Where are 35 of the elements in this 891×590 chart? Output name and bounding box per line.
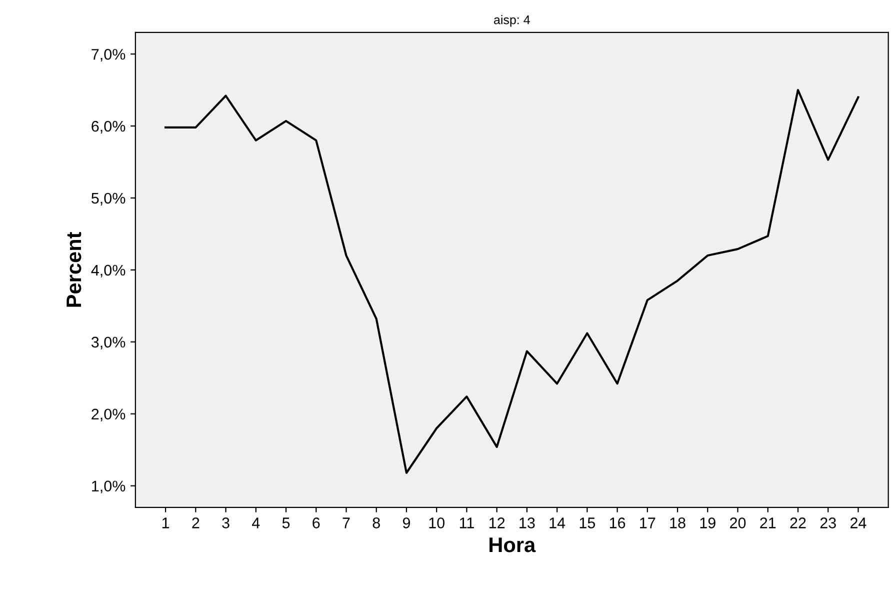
y-tick-label: 1,0% xyxy=(92,480,126,494)
x-tick-label: 10 xyxy=(429,518,444,528)
x-tick-label: 2 xyxy=(192,518,200,528)
x-tick-label: 22 xyxy=(790,518,806,528)
x-tick-label: 19 xyxy=(700,518,716,528)
x-tick-label: 13 xyxy=(520,518,535,528)
chart-title: aisp: 4 xyxy=(494,15,530,27)
y-tick-label: 2,0% xyxy=(92,408,126,422)
x-tick-label: 16 xyxy=(610,518,626,528)
y-tick-label: 4,0% xyxy=(91,264,126,278)
x-tick-label: 21 xyxy=(760,518,776,528)
x-tick-label: 5 xyxy=(282,518,290,528)
y-tick-label: 6,0% xyxy=(92,120,126,134)
y-tick-label: 7,0% xyxy=(92,48,126,62)
x-tick-label: 15 xyxy=(580,518,596,528)
x-tick-label: 20 xyxy=(730,518,746,528)
x-tick-label: 7 xyxy=(342,518,350,528)
x-tick-label: 6 xyxy=(312,518,320,528)
x-tick-label: 9 xyxy=(402,518,410,528)
x-tick-label: 23 xyxy=(820,518,836,528)
x-tick-label: 14 xyxy=(550,518,566,528)
x-tick-label: 17 xyxy=(640,518,656,528)
x-tick-label: 1 xyxy=(162,518,170,528)
y-tick-label: 3,0% xyxy=(91,336,126,350)
x-tick-label: 8 xyxy=(372,518,380,528)
y-tick-label: 5,0% xyxy=(92,192,126,206)
x-tick-label: 12 xyxy=(489,518,505,528)
y-axis-title: Percent xyxy=(66,232,82,307)
line-series xyxy=(164,88,860,474)
x-tick-label: 11 xyxy=(460,518,474,528)
x-axis-title: Hora xyxy=(490,538,536,552)
x-tick-label: 18 xyxy=(670,518,686,528)
x-tick-label: 4 xyxy=(252,518,260,528)
x-tick-label: 3 xyxy=(222,518,230,528)
x-tick-label: 24 xyxy=(850,518,866,528)
